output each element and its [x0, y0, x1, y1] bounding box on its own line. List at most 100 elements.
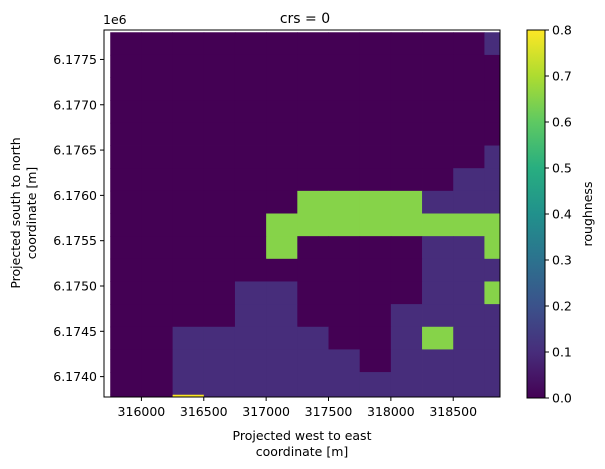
heatmap-cell — [172, 372, 205, 396]
x-axis-ticks: 316000 316500 317000 317500 318000 318500 — [118, 397, 477, 419]
heatmap-cell — [453, 54, 485, 78]
heatmap-cell — [110, 54, 142, 78]
heatmap-cell — [390, 213, 423, 237]
heatmap-cell — [328, 145, 361, 169]
heatmap-cell — [422, 236, 454, 260]
heatmap-cell — [203, 213, 236, 237]
heatmap-cell — [141, 122, 173, 146]
heatmap-cell — [390, 372, 423, 396]
heatmap-cell — [172, 54, 205, 78]
heatmap-cell — [484, 258, 501, 282]
heatmap-cell — [234, 100, 267, 124]
heatmap-cell — [266, 236, 298, 260]
heatmap-cell — [359, 32, 392, 56]
heatmap-cell — [422, 54, 454, 78]
heatmap-cell — [328, 190, 361, 214]
heatmap-cell — [390, 77, 423, 101]
heatmap-cell — [234, 54, 267, 78]
heatmap-cell — [484, 100, 501, 124]
heatmap-cell — [110, 304, 142, 328]
heatmap-cell — [297, 122, 329, 146]
heatmap-cell — [203, 236, 236, 260]
heatmap-cell — [484, 236, 501, 260]
heatmap-cell — [453, 32, 485, 56]
heatmap-cell — [453, 372, 485, 396]
heatmap-cell — [422, 100, 454, 124]
heatmap-cell — [328, 100, 361, 124]
x-tick-label: 316500 — [180, 404, 228, 419]
heatmap-cell — [266, 326, 298, 350]
heatmap-cell — [110, 122, 142, 146]
heatmap-cell — [453, 258, 485, 282]
heatmap-cell — [359, 349, 392, 373]
heatmap-cell — [172, 258, 205, 282]
y-axis-ticks: 6.1740 6.1745 6.1750 6.1755 6.1760 6.1765 6.17… — [53, 52, 104, 384]
heatmap-cell — [484, 54, 501, 78]
heatmap-cell — [110, 258, 142, 282]
colorbar-tick-label: 0.6 — [552, 115, 572, 130]
heatmap-cell — [359, 122, 392, 146]
heatmap-cell — [110, 236, 142, 260]
heatmap-cell — [266, 100, 298, 124]
heatmap-cell — [297, 54, 329, 78]
heatmap-cell — [234, 122, 267, 146]
x-axis-label-line1: Projected west to east — [233, 428, 372, 443]
heatmap-cell — [110, 32, 142, 56]
heatmap-cell — [234, 349, 267, 373]
y-tick-label: 6.1740 — [53, 369, 97, 384]
heatmap-cell — [141, 32, 173, 56]
heatmap-cell — [484, 190, 501, 214]
heatmap-cell — [266, 258, 298, 282]
heatmap-cell — [328, 326, 361, 350]
y-tick-label: 6.1750 — [53, 278, 97, 293]
heatmap-cell — [234, 394, 267, 398]
heatmap-cell — [484, 122, 501, 146]
heatmap-cell — [141, 281, 173, 305]
x-tick-label: 318000 — [367, 404, 415, 419]
y-tick-label: 6.1745 — [53, 324, 97, 339]
heatmap-cell — [328, 32, 361, 56]
heatmap-cell — [328, 213, 361, 237]
heatmap-cell — [422, 326, 454, 350]
heatmap-cell — [141, 304, 173, 328]
colorbar-tick-label: 0.1 — [552, 345, 572, 360]
heatmap-cell — [110, 168, 142, 192]
heatmap-cell — [234, 168, 267, 192]
heatmap-cell — [297, 213, 329, 237]
heatmap-cell — [234, 145, 267, 169]
heatmap-cell — [266, 190, 298, 214]
heatmap-cell — [172, 32, 205, 56]
heatmap-cell — [328, 394, 361, 398]
heatmap-cell — [266, 32, 298, 56]
heatmap-cell — [203, 349, 236, 373]
heatmap-cell — [203, 326, 236, 350]
heatmap-cell — [266, 122, 298, 146]
heatmap-cell — [453, 145, 485, 169]
y-tick-label: 6.1770 — [53, 97, 97, 112]
heatmap-cell — [297, 394, 329, 398]
heatmap-cell — [359, 326, 392, 350]
heatmap-cell — [203, 122, 236, 146]
heatmap-cell — [359, 394, 392, 398]
heatmap-cell — [359, 54, 392, 78]
heatmap-cell — [453, 281, 485, 305]
heatmap-cell — [328, 236, 361, 260]
heatmap-cell — [172, 100, 205, 124]
heatmap-cell — [453, 168, 485, 192]
x-tick-label: 317500 — [305, 404, 353, 419]
heatmap-cell — [453, 213, 485, 237]
heatmap-cell — [422, 304, 454, 328]
y-tick-label: 6.1755 — [53, 233, 97, 248]
heatmap-cell — [328, 304, 361, 328]
heatmap-cell — [297, 304, 329, 328]
colorbar-ticks: 0.0 0.1 0.2 0.3 0.4 0.5 0.6 0.7 0.8 — [545, 23, 572, 406]
heatmap-cell — [359, 190, 392, 214]
heatmap-cell — [141, 372, 173, 396]
heatmap-cell — [297, 281, 329, 305]
heatmap-cell — [266, 213, 298, 237]
y-axis-label-line2: coordinate [m] — [24, 167, 39, 260]
heatmap-cell — [359, 100, 392, 124]
heatmap-cell — [141, 190, 173, 214]
heatmap-cell — [390, 190, 423, 214]
heatmap-cell — [234, 258, 267, 282]
